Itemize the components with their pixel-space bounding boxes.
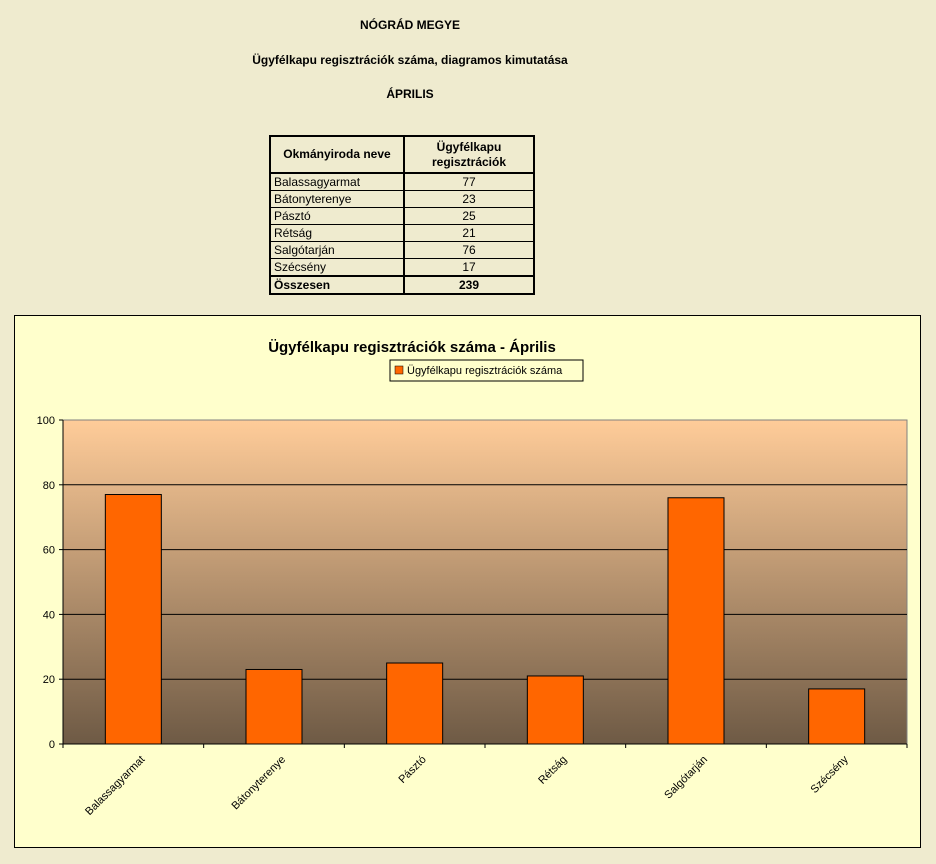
office-name: Bátonyterenye	[269, 190, 405, 208]
registration-count: 25	[403, 207, 535, 225]
registration-count: 23	[403, 190, 535, 208]
registration-count: 77	[403, 172, 535, 191]
table-header-registrations: Ügyfélkapu regisztrációk	[403, 135, 535, 174]
total-label: Összesen	[269, 275, 405, 295]
x-tick-labels: Balassagyarmat Bátonyterenye Pásztó Rétság S…	[83, 753, 851, 818]
chart-title: Ügyfélkapu regisztrációk száma - Április	[268, 339, 556, 356]
y-tick-labels: 0 20 40 60 80 100	[37, 415, 55, 751]
bar	[526, 675, 584, 745]
office-name: Pásztó	[269, 207, 405, 225]
month-title: ÁPRILIS	[386, 87, 434, 101]
x-tick-label: Balassagyarmat	[83, 754, 147, 818]
table-row: Salgótarján 76	[269, 241, 535, 259]
y-tick-label: 40	[43, 609, 55, 621]
registration-count: 76	[403, 241, 535, 259]
x-tick-label: Rétság	[536, 754, 569, 787]
x-tick-label: Pásztó	[397, 754, 429, 786]
chart-svg: Ügyfélkapu regisztrációk száma - Április…	[37, 339, 908, 818]
bar	[104, 494, 162, 745]
office-name: Balassagyarmat	[269, 172, 405, 191]
table-row: Szécsény 17	[269, 258, 535, 277]
bar	[245, 668, 303, 745]
y-tick-label: 60	[43, 545, 55, 557]
legend-label: Ügyfélkapu regisztrációk száma	[407, 365, 563, 377]
x-tick-label: Bátonyterenye	[229, 754, 288, 813]
chart-legend: Ügyfélkapu regisztrációk száma	[389, 359, 584, 382]
total-value: 239	[403, 275, 535, 295]
registration-count: 21	[403, 224, 535, 242]
table-row: Bátonyterenye 23	[269, 190, 535, 208]
bar	[386, 662, 444, 745]
registration-count: 17	[403, 258, 535, 277]
x-tick-label: Szécsény	[809, 753, 852, 796]
y-tick-label: 100	[37, 415, 55, 427]
bar	[808, 688, 866, 745]
table-row: Pásztó 25	[269, 207, 535, 225]
table-row: Rétság 21	[269, 224, 535, 242]
office-name: Szécsény	[269, 258, 405, 277]
gridlines	[63, 484, 907, 680]
office-name: Rétság	[269, 224, 405, 242]
legend-box	[389, 359, 584, 382]
axes	[59, 419, 908, 748]
y-tick-label: 0	[49, 739, 55, 751]
table-header-office: Okmányiroda neve	[269, 135, 405, 174]
office-name: Salgótarján	[269, 241, 405, 259]
plot-area	[62, 419, 908, 745]
county-title: NÓGRÁD MEGYE	[359, 18, 460, 32]
report-subtitle: Ügyfélkapu regisztrációk száma, diagramo…	[252, 53, 568, 67]
y-tick-label: 80	[43, 480, 55, 492]
bar	[667, 497, 725, 745]
registrations-table: Okmányiroda neve Ügyfélkapu regisztráció…	[269, 135, 535, 295]
legend-swatch	[394, 365, 404, 375]
x-tick-label: Salgótarján	[662, 754, 710, 802]
table-row: Balassagyarmat 77	[269, 172, 535, 191]
bars	[104, 494, 866, 745]
bar-chart: Ügyfélkapu regisztrációk száma - Április…	[14, 315, 921, 848]
table-total-row: Összesen 239	[269, 275, 535, 295]
y-tick-label: 20	[43, 674, 55, 686]
